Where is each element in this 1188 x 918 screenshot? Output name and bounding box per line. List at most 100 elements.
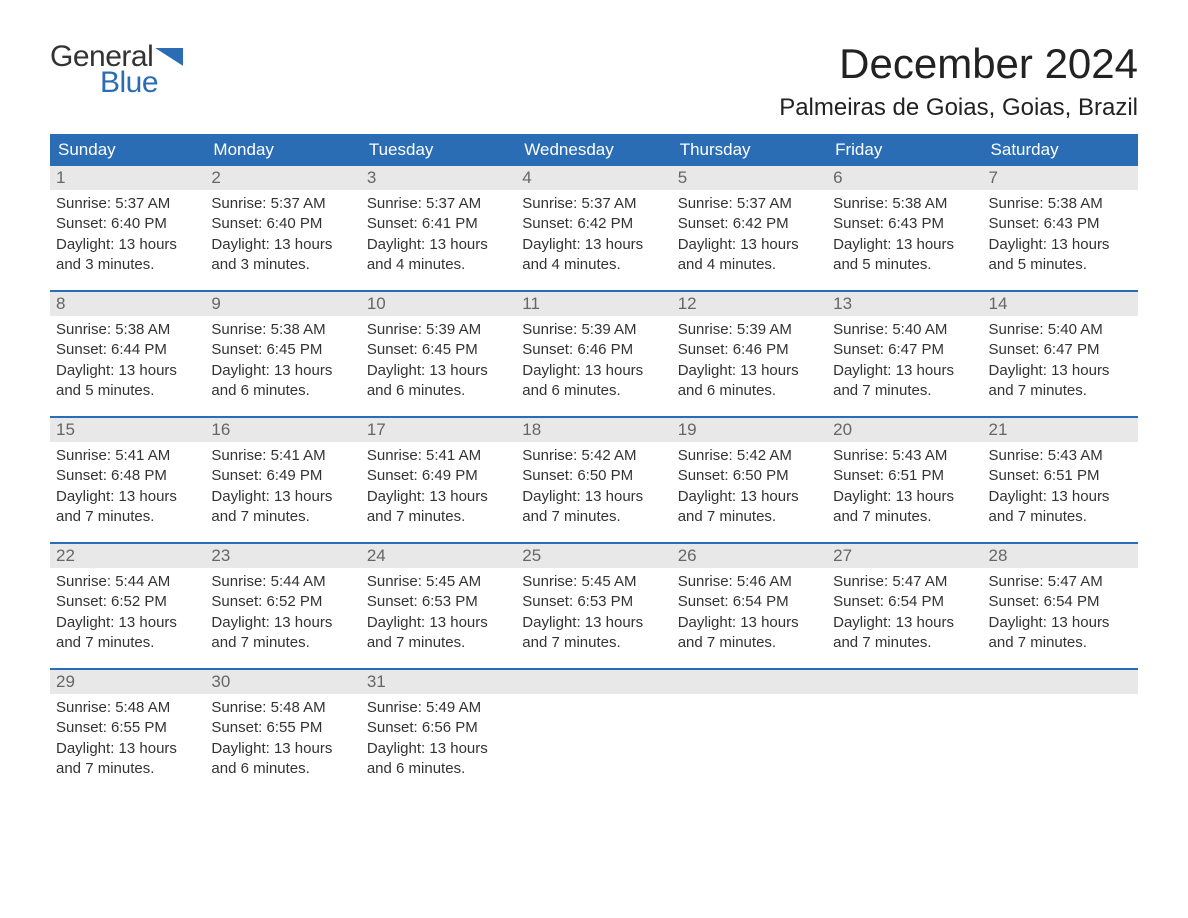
day-cell: 20Sunrise: 5:43 AMSunset: 6:51 PMDayligh… <box>827 418 982 536</box>
sunset-line: Sunset: 6:51 PM <box>833 466 976 486</box>
day-content: Sunrise: 5:41 AMSunset: 6:49 PMDaylight:… <box>361 442 516 533</box>
day-number-row: 2 <box>205 166 360 190</box>
daylight-line: Daylight: 13 hours and 6 minutes. <box>367 361 510 402</box>
day-number-row: . <box>827 670 982 694</box>
daylight-label: Daylight: <box>833 236 896 253</box>
day-number-row: 15 <box>50 418 205 442</box>
sunset-value: 6:41 PM <box>422 215 478 232</box>
day-content: Sunrise: 5:41 AMSunset: 6:48 PMDaylight:… <box>50 442 205 533</box>
sunrise-label: Sunrise: <box>989 447 1048 464</box>
day-number-row: 30 <box>205 670 360 694</box>
sunrise-label: Sunrise: <box>367 447 426 464</box>
daylight-label: Daylight: <box>56 236 119 253</box>
sunset-value: 6:54 PM <box>1044 593 1100 610</box>
day-number: 11 <box>522 294 540 313</box>
sunset-line: Sunset: 6:52 PM <box>211 592 354 612</box>
sunset-line: Sunset: 6:54 PM <box>833 592 976 612</box>
sunrise-label: Sunrise: <box>833 321 892 338</box>
sunset-value: 6:43 PM <box>1044 215 1100 232</box>
sunrise-value: 5:41 AM <box>271 447 326 464</box>
sunrise-value: 5:40 AM <box>892 321 947 338</box>
day-number: 12 <box>678 294 697 313</box>
sunset-line: Sunset: 6:43 PM <box>989 214 1132 234</box>
sunrise-line: Sunrise: 5:37 AM <box>56 194 199 214</box>
sunrise-line: Sunrise: 5:42 AM <box>522 446 665 466</box>
day-cell: 12Sunrise: 5:39 AMSunset: 6:46 PMDayligh… <box>672 292 827 410</box>
daylight-label: Daylight: <box>989 362 1052 379</box>
daylight-label: Daylight: <box>678 488 741 505</box>
day-cell: 9Sunrise: 5:38 AMSunset: 6:45 PMDaylight… <box>205 292 360 410</box>
sunrise-value: 5:39 AM <box>426 321 481 338</box>
day-cell: 3Sunrise: 5:37 AMSunset: 6:41 PMDaylight… <box>361 166 516 284</box>
sunrise-line: Sunrise: 5:44 AM <box>56 572 199 592</box>
sunset-value: 6:47 PM <box>888 341 944 358</box>
sunset-label: Sunset: <box>522 467 577 484</box>
week-row: 15Sunrise: 5:41 AMSunset: 6:48 PMDayligh… <box>50 416 1138 536</box>
sunrise-label: Sunrise: <box>211 699 270 716</box>
day-content: Sunrise: 5:48 AMSunset: 6:55 PMDaylight:… <box>205 694 360 785</box>
day-cell: 16Sunrise: 5:41 AMSunset: 6:49 PMDayligh… <box>205 418 360 536</box>
sunrise-label: Sunrise: <box>56 573 115 590</box>
sunrise-line: Sunrise: 5:39 AM <box>678 320 821 340</box>
sunset-label: Sunset: <box>56 719 111 736</box>
sunrise-label: Sunrise: <box>833 573 892 590</box>
weekday-wednesday: Wednesday <box>516 134 671 166</box>
day-number: 8 <box>56 294 65 313</box>
day-number-row: 6 <box>827 166 982 190</box>
day-number-row: 28 <box>983 544 1138 568</box>
daylight-label: Daylight: <box>56 740 119 757</box>
sunrise-value: 5:41 AM <box>115 447 170 464</box>
daylight-label: Daylight: <box>211 236 274 253</box>
day-content: Sunrise: 5:42 AMSunset: 6:50 PMDaylight:… <box>516 442 671 533</box>
sunrise-value: 5:48 AM <box>271 699 326 716</box>
sunset-value: 6:44 PM <box>111 341 167 358</box>
daylight-label: Daylight: <box>989 236 1052 253</box>
day-cell: . <box>672 670 827 788</box>
day-content: Sunrise: 5:41 AMSunset: 6:49 PMDaylight:… <box>205 442 360 533</box>
day-number: 7 <box>989 168 998 187</box>
sunrise-line: Sunrise: 5:47 AM <box>989 572 1132 592</box>
day-content: Sunrise: 5:47 AMSunset: 6:54 PMDaylight:… <box>983 568 1138 659</box>
sunset-value: 6:42 PM <box>733 215 789 232</box>
day-content: Sunrise: 5:49 AMSunset: 6:56 PMDaylight:… <box>361 694 516 785</box>
sunrise-line: Sunrise: 5:37 AM <box>367 194 510 214</box>
sunset-line: Sunset: 6:49 PM <box>367 466 510 486</box>
sunrise-label: Sunrise: <box>989 321 1048 338</box>
daylight-label: Daylight: <box>211 362 274 379</box>
sunrise-value: 5:46 AM <box>737 573 792 590</box>
sunset-line: Sunset: 6:54 PM <box>678 592 821 612</box>
sunset-value: 6:53 PM <box>422 593 478 610</box>
day-number-row: 17 <box>361 418 516 442</box>
daylight-label: Daylight: <box>522 488 585 505</box>
sunrise-label: Sunrise: <box>56 321 115 338</box>
daylight-line: Daylight: 13 hours and 4 minutes. <box>522 235 665 276</box>
sunrise-line: Sunrise: 5:45 AM <box>522 572 665 592</box>
sunrise-value: 5:43 AM <box>892 447 947 464</box>
sunset-value: 6:46 PM <box>733 341 789 358</box>
sunset-value: 6:54 PM <box>733 593 789 610</box>
day-cell: 1Sunrise: 5:37 AMSunset: 6:40 PMDaylight… <box>50 166 205 284</box>
day-content: Sunrise: 5:39 AMSunset: 6:45 PMDaylight:… <box>361 316 516 407</box>
day-cell: 25Sunrise: 5:45 AMSunset: 6:53 PMDayligh… <box>516 544 671 662</box>
sunset-label: Sunset: <box>56 341 111 358</box>
day-cell: 24Sunrise: 5:45 AMSunset: 6:53 PMDayligh… <box>361 544 516 662</box>
sunset-line: Sunset: 6:47 PM <box>989 340 1132 360</box>
day-cell: 4Sunrise: 5:37 AMSunset: 6:42 PMDaylight… <box>516 166 671 284</box>
weekday-tuesday: Tuesday <box>361 134 516 166</box>
day-number: 20 <box>833 420 852 439</box>
sunset-label: Sunset: <box>367 341 422 358</box>
day-cell: 7Sunrise: 5:38 AMSunset: 6:43 PMDaylight… <box>983 166 1138 284</box>
day-content: Sunrise: 5:39 AMSunset: 6:46 PMDaylight:… <box>516 316 671 407</box>
day-cell: . <box>827 670 982 788</box>
sunrise-value: 5:38 AM <box>115 321 170 338</box>
daylight-line: Daylight: 13 hours and 7 minutes. <box>522 487 665 528</box>
sunrise-label: Sunrise: <box>211 195 270 212</box>
sunset-value: 6:46 PM <box>577 341 633 358</box>
day-number-row: 21 <box>983 418 1138 442</box>
day-content: Sunrise: 5:46 AMSunset: 6:54 PMDaylight:… <box>672 568 827 659</box>
daylight-label: Daylight: <box>522 362 585 379</box>
day-number-row: 26 <box>672 544 827 568</box>
day-number: 5 <box>678 168 687 187</box>
day-number: 21 <box>989 420 1008 439</box>
sunset-value: 6:55 PM <box>111 719 167 736</box>
